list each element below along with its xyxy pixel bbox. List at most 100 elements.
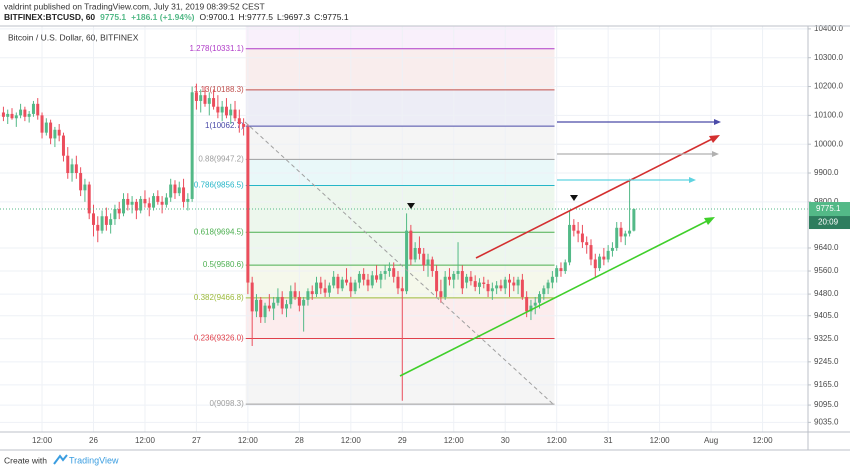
x-tick-label: 12:00 (547, 436, 568, 445)
fib-level-label: 0.88(9947.2) (198, 155, 244, 164)
candle-body (439, 291, 443, 297)
chart-title: Bitcoin / U.S. Dollar, 60, BITFINEX (8, 32, 139, 42)
y-tick-label: 10400.0 (814, 24, 843, 33)
candle-body (237, 118, 241, 125)
candle-body (143, 198, 147, 204)
x-tick-label: 26 (89, 436, 98, 445)
candle-body (122, 198, 126, 214)
bg-layer (245, 26, 555, 405)
x-tick-label: 12:00 (650, 436, 671, 445)
candle-body (44, 122, 48, 133)
candle-body (10, 113, 14, 119)
x-tick-label: 29 (398, 436, 407, 445)
candle-body (568, 224, 572, 263)
candle-body (147, 203, 151, 208)
arrow-head (709, 135, 720, 143)
open: O:9700.1 (199, 12, 234, 22)
marker (570, 195, 578, 201)
candle-body (212, 98, 216, 107)
candle-body (173, 184, 177, 194)
candle-body (246, 126, 250, 283)
candle-body (104, 216, 108, 225)
candle-body (379, 273, 383, 280)
candle-body (91, 213, 95, 225)
candle-body (139, 198, 143, 211)
candle-body (550, 276, 554, 283)
candle-body (615, 227, 619, 248)
candle-body (585, 242, 589, 246)
candle-body (259, 299, 263, 318)
candle-body (383, 271, 387, 274)
candle-body (87, 184, 91, 214)
candle-layer (0, 83, 808, 401)
candle-body (160, 201, 164, 205)
candle-body (306, 291, 310, 300)
candle-body (323, 288, 327, 293)
red-trend-line (475, 136, 717, 259)
candle-body (27, 113, 31, 117)
candle-body (327, 285, 331, 293)
candle-body (486, 284, 490, 292)
candle-body (57, 129, 61, 136)
candle-body (413, 247, 417, 260)
candle-body (375, 275, 379, 280)
candle-body (628, 230, 632, 234)
candle-body (319, 282, 323, 289)
candle-body (289, 291, 293, 305)
candle-body (508, 279, 512, 283)
arrow-head (714, 119, 721, 125)
candle-body (96, 224, 100, 231)
countdown-box (809, 216, 850, 230)
countdown-label: 20:09 (818, 218, 839, 227)
candle-body (392, 268, 396, 277)
candle-body (263, 305, 267, 318)
fib-level-label: 0.618(9694.5) (194, 227, 244, 236)
candle-body (400, 288, 404, 292)
candle-body (349, 282, 353, 292)
x-tick-label: 12:00 (238, 436, 259, 445)
x-tick-label: 12:00 (753, 436, 774, 445)
candle-body (452, 273, 456, 280)
candle-body (503, 279, 507, 289)
marker (407, 203, 415, 209)
candle-body (134, 201, 138, 211)
candle-body (190, 92, 194, 199)
fib-band (245, 159, 555, 186)
footer-brand: TradingView (69, 455, 119, 465)
candle-body (70, 164, 74, 174)
candle-body (254, 299, 258, 312)
y-tick-label: 9035.0 (814, 417, 839, 426)
candle-body (602, 256, 606, 260)
y-tick-label: 9245.0 (814, 357, 839, 366)
candle-body (473, 281, 477, 287)
x-tick-label: Aug (704, 436, 718, 445)
candle-body (623, 233, 627, 237)
candle-body (23, 109, 27, 117)
y-tick-label: 9640.0 (814, 243, 839, 252)
candle-body (589, 245, 593, 260)
candle-body (194, 92, 198, 101)
candle-body (477, 282, 481, 287)
candle-body (593, 259, 597, 269)
y-tick-label: 9095.0 (814, 400, 839, 409)
fib-level-label: 0.5(9580.6) (203, 260, 244, 269)
candle-body (542, 288, 546, 295)
candle-body (435, 271, 439, 292)
candle-body (297, 296, 301, 306)
candle-body (6, 113, 10, 117)
candle-body (74, 164, 78, 174)
candle-body (465, 276, 469, 283)
symbol-line: BITFINEX:BTCUSD, 60 9775.1 +186.1 (+1.94%)… (4, 12, 349, 22)
y-tick-label: 9800.0 (814, 197, 839, 206)
fib-band (245, 185, 555, 233)
candle-body (555, 268, 559, 277)
fib-band (245, 338, 555, 405)
price: 9775.1 (100, 12, 126, 22)
candle-body (66, 155, 70, 174)
candle-body (572, 224, 576, 231)
candle-body (490, 288, 494, 292)
candle-body (512, 282, 516, 286)
x-tick-label: 30 (501, 436, 510, 445)
x-tick-label: 12:00 (341, 436, 362, 445)
candle-body (117, 209, 121, 214)
